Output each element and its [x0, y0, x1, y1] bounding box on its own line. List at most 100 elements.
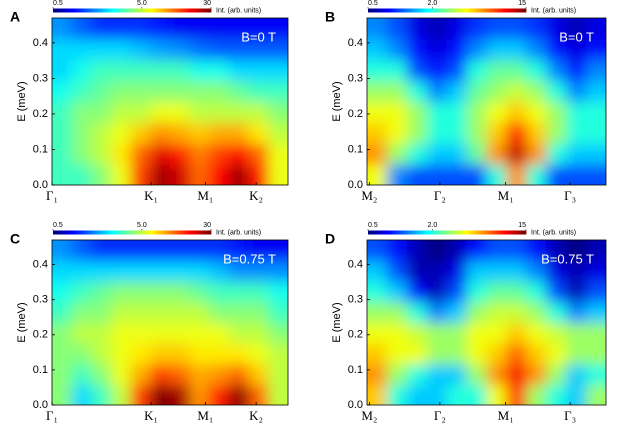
heatmap-cell: [268, 101, 288, 123]
colorbar-segment: [481, 230, 485, 235]
colorbar-segment: [520, 8, 524, 13]
colorbar-segment: [145, 230, 149, 235]
y-tick-label: 0.1: [33, 364, 48, 376]
colorbar-segment: [391, 8, 395, 13]
heatmap-cell: [170, 260, 191, 282]
heatmap-cell: [526, 384, 547, 405]
colorbar-segment: [208, 8, 212, 13]
colorbar-segment: [497, 8, 501, 13]
heatmap-cell: [91, 260, 112, 282]
colorbar-segment: [425, 8, 429, 13]
heatmap-cell: [426, 301, 448, 323]
colorbar-segment: [449, 8, 453, 13]
heatmap-cell: [386, 38, 408, 61]
heatmap-cell: [566, 384, 587, 405]
colorbar-segment: [97, 8, 101, 13]
colorbar-segment: [150, 230, 154, 235]
colorbar-segment: [468, 230, 472, 235]
colorbar-segment: [58, 8, 62, 13]
colorbar-segment: [428, 230, 432, 235]
colorbar-label: Int. (arb. units): [216, 229, 261, 236]
heatmap-cell: [367, 322, 388, 344]
heatmap-cell: [71, 101, 92, 123]
colorbar-segment: [518, 8, 522, 13]
heatmap-cell: [248, 143, 269, 165]
heatmap: [367, 240, 606, 405]
colorbar-segment: [95, 8, 99, 13]
colorbar-segment: [84, 230, 88, 235]
colorbar-segment: [431, 8, 435, 13]
x-tick-label: Γ₃: [564, 188, 576, 203]
colorbar-segment: [462, 8, 466, 13]
colorbar-segment: [103, 8, 107, 13]
heatmap-cell: [426, 18, 448, 40]
heatmap-cell: [52, 164, 73, 185]
colorbar-segment: [87, 8, 91, 13]
colorbar-segment: [439, 230, 443, 235]
y-tick-label: 0.0: [33, 399, 48, 411]
colorbar-segment: [423, 8, 427, 13]
heatmap-cell: [586, 143, 606, 165]
heatmap-cell: [71, 322, 92, 344]
colorbar-segment: [55, 8, 59, 13]
colorbar-segment: [187, 8, 191, 13]
colorbar-segment: [475, 8, 479, 13]
heatmap-cell: [386, 164, 408, 185]
heatmap-cell: [586, 260, 606, 282]
heatmap-cell: [130, 363, 151, 385]
heatmap-cell: [466, 343, 487, 365]
heatmap-cell: [189, 281, 210, 303]
colorbar-segment: [378, 230, 382, 235]
colorbar-segment: [129, 230, 133, 235]
heatmap-cell: [546, 59, 567, 82]
heatmap-cell: [150, 260, 171, 282]
heatmap-cell: [406, 101, 428, 123]
heatmap-cell: [526, 101, 547, 123]
heatmap-cell: [446, 38, 468, 61]
colorbar-segment: [399, 230, 403, 235]
colorbar-segment: [502, 8, 506, 13]
heatmap-cell: [111, 343, 132, 365]
heatmap-cell: [189, 322, 210, 344]
colorbar-segment: [179, 230, 183, 235]
heatmap-cell: [189, 18, 210, 40]
colorbar-segment: [381, 8, 385, 13]
heatmap-cell: [446, 343, 468, 365]
x-tick-label: M₁: [197, 188, 213, 203]
colorbar-segment: [489, 8, 493, 13]
colorbar-segment: [486, 8, 490, 13]
heatmap-cell: [209, 80, 230, 102]
colorbar-segment: [504, 230, 508, 235]
heatmap-cell: [526, 363, 547, 385]
colorbar-segment: [404, 8, 408, 13]
heatmap-cell: [526, 240, 547, 262]
heatmap-cell: [426, 384, 448, 405]
heatmap-cell: [268, 164, 288, 185]
colorbar-segment: [381, 230, 385, 235]
colorbar-segment: [87, 230, 91, 235]
colorbar-segment: [391, 230, 395, 235]
colorbar-segment: [439, 8, 443, 13]
colorbar-segment: [494, 8, 498, 13]
colorbar-segment: [433, 8, 437, 13]
heatmap-cell: [189, 59, 210, 82]
heatmap-cell: [71, 122, 92, 144]
colorbar-segment: [449, 230, 453, 235]
heatmap-cell: [268, 38, 288, 61]
colorbar-segment: [465, 230, 469, 235]
heatmap-cell: [586, 80, 606, 102]
heatmap-cell: [486, 164, 507, 185]
colorbar-segment: [499, 230, 503, 235]
heatmap-cell: [546, 363, 567, 385]
heatmap-cell: [71, 38, 92, 61]
x-tick-label: M₂: [361, 188, 377, 203]
heatmap-cell: [229, 240, 250, 262]
heatmap-cell: [150, 164, 171, 185]
heatmap-cell: [426, 260, 448, 282]
colorbar-segment: [394, 8, 398, 13]
heatmap-cell: [268, 122, 288, 144]
heatmap-cells: [52, 18, 288, 185]
heatmap-cell: [170, 343, 191, 365]
colorbar-segment: [512, 8, 516, 13]
x-tick-label: K₁: [144, 408, 158, 423]
